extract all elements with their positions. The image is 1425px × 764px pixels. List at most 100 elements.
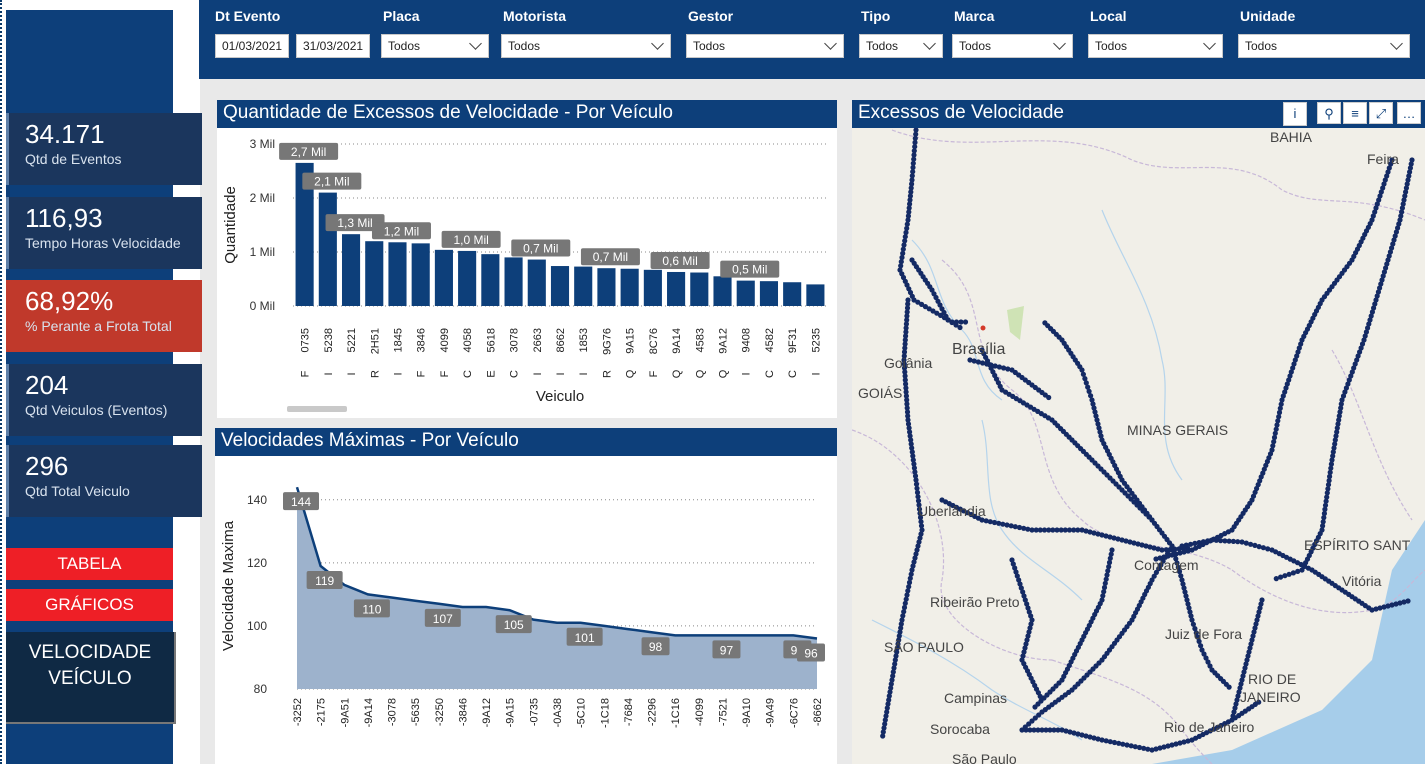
route-point (1042, 320, 1048, 326)
route-point (934, 310, 940, 316)
placa-dropdown[interactable]: Todos (381, 34, 489, 58)
route-point (1046, 394, 1052, 401)
route-point (996, 364, 1002, 370)
route-point (1271, 439, 1277, 445)
x-tick-label: -1C16 (670, 698, 682, 728)
x-tick-label: 4099 (439, 328, 451, 352)
bar[interactable] (434, 249, 453, 306)
bar[interactable] (411, 243, 430, 306)
bar[interactable] (318, 192, 337, 306)
place-label: Rio de Janeiro (1164, 719, 1254, 735)
route-point (1276, 414, 1282, 420)
date-end-input[interactable]: 31/03/2021 (296, 34, 370, 58)
x-tick-label: -3846 (457, 698, 469, 726)
y-tick-label: 3 Mil (250, 137, 275, 151)
data-label: 105 (504, 618, 524, 632)
bar[interactable] (690, 272, 709, 306)
route-point (1190, 621, 1196, 627)
bar[interactable] (550, 266, 570, 306)
map-panel[interactable]: BAHIA Feira Brasília Goiânia GOIÁS MINAS… (852, 100, 1425, 764)
route-point (1100, 593, 1106, 599)
chevron-down-icon (1203, 37, 1216, 50)
marca-dropdown[interactable]: Todos (952, 34, 1073, 58)
route-point (902, 234, 908, 240)
route-point (1028, 613, 1034, 619)
pin-icon[interactable]: ⚲ (1317, 102, 1341, 124)
bar[interactable] (574, 266, 593, 306)
unidade-dropdown[interactable]: Todos (1238, 34, 1410, 58)
route-point (900, 613, 906, 619)
bar[interactable] (667, 271, 686, 306)
x-tick-label: 2H51 (369, 328, 381, 354)
y-axis-label: Velocidade Maxima (220, 520, 237, 651)
route-point (1123, 538, 1129, 544)
tipo-dropdown[interactable]: Todos (859, 34, 943, 58)
route-point (1071, 730, 1077, 736)
route-point (1184, 597, 1190, 603)
data-label-bg (720, 260, 780, 278)
kpi-value: 116,93 (25, 203, 103, 233)
route-point (1183, 593, 1189, 599)
route-point (915, 498, 922, 504)
route-point (1099, 437, 1105, 443)
route-point (1325, 482, 1332, 488)
velocidade-veiculo-button[interactable]: VELOCIDADE VEÍCULO (6, 632, 176, 724)
bar[interactable] (713, 276, 732, 306)
route-point (1235, 539, 1241, 545)
bar[interactable] (458, 250, 477, 306)
data-label-bg (371, 222, 431, 240)
motorista-dropdown[interactable]: Todos (501, 34, 671, 58)
info-icon[interactable]: i (1283, 102, 1307, 126)
focus-icon[interactable]: ⤢ (1369, 102, 1393, 124)
filter-icon[interactable]: ≡ (1343, 102, 1367, 124)
gestor-dropdown[interactable]: Todos (686, 34, 844, 58)
route-point (1087, 734, 1093, 740)
route-point (1109, 547, 1115, 553)
bar[interactable] (736, 280, 755, 306)
route-point (979, 517, 985, 523)
map-canvas[interactable]: BAHIA Feira Brasília Goiânia GOIÁS MINAS… (852, 100, 1425, 764)
bar[interactable] (643, 269, 662, 306)
data-label-bg (279, 142, 339, 160)
route-point (1026, 609, 1032, 615)
bar[interactable] (388, 242, 407, 306)
route-point (1088, 393, 1094, 399)
x-tick-label: 4058 (462, 328, 474, 352)
route-point (1195, 634, 1201, 640)
bar[interactable] (527, 259, 546, 306)
bar[interactable] (481, 254, 500, 306)
bar[interactable] (597, 268, 616, 306)
data-label: 1,0 Mil (453, 233, 488, 247)
local-dropdown[interactable]: Todos (1088, 34, 1223, 58)
bar[interactable] (620, 268, 639, 306)
bar[interactable] (759, 281, 779, 306)
route-point (905, 413, 911, 419)
route-point (886, 693, 892, 699)
bar[interactable] (365, 241, 384, 306)
route-point (908, 437, 914, 443)
bar[interactable] (295, 162, 314, 306)
route-point (1016, 577, 1022, 583)
route-point (1131, 540, 1137, 546)
filter-label: Gestor (688, 8, 734, 24)
bar[interactable] (806, 284, 825, 306)
series-line[interactable] (295, 486, 818, 640)
data-label: 0,6 Mil (662, 254, 697, 268)
route-point (1320, 519, 1326, 525)
route-point (901, 349, 908, 355)
bar[interactable] (504, 257, 523, 306)
x-tick-label: -5635 (410, 698, 422, 726)
scrollbar[interactable] (287, 406, 347, 412)
route-point (971, 358, 977, 364)
route-point (1279, 397, 1285, 403)
x-tick-label: -8662 (812, 698, 824, 726)
route-point (1255, 613, 1261, 619)
route-point (1275, 418, 1281, 424)
graficos-button[interactable]: GRÁFICOS (6, 589, 173, 621)
bar[interactable] (341, 234, 361, 306)
data-label-bg (302, 172, 362, 190)
tabela-button[interactable]: TABELA (6, 548, 173, 580)
more-icon[interactable]: … (1397, 102, 1421, 124)
bar[interactable] (783, 282, 802, 306)
date-start-input[interactable]: 01/03/2021 (215, 34, 289, 58)
